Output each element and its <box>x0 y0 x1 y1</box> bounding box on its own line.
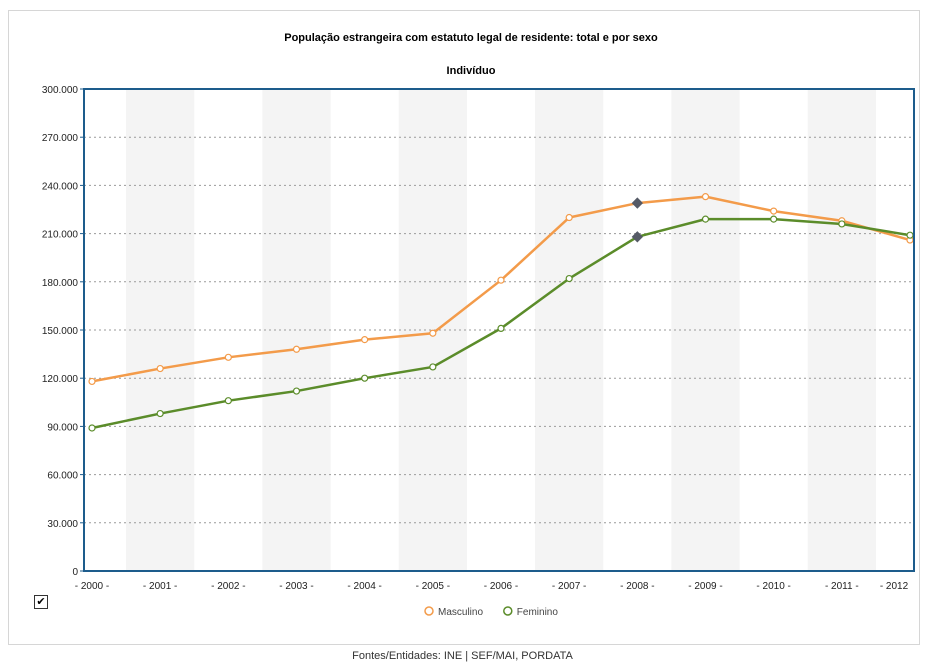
y-axis-ticks: 0 30.000 60.000 90.000 120.000 150.000 180.000… <box>42 85 84 578</box>
legend[interactable]: Masculino Feminino <box>424 606 559 618</box>
legend-label: Feminino <box>517 607 559 618</box>
legend-marker <box>424 606 434 616</box>
chart-subtitle: Indivíduo <box>447 65 496 77</box>
x-axis-ticks: - 2000 - - 2001 - - 2002 - - 2003 - - 2004 -… <box>75 581 909 592</box>
x-tick-label: - 2006 - <box>484 581 518 592</box>
y-tick-label: 270.000 <box>42 133 79 144</box>
data-point <box>224 353 232 361</box>
y-tick-label: 30.000 <box>47 519 78 530</box>
x-tick-label: - 2012 <box>880 581 909 592</box>
y-tick-label: 90.000 <box>47 422 78 433</box>
data-point <box>429 363 437 371</box>
x-tick-label: - 2004 - <box>347 581 381 592</box>
series-line <box>91 217 911 430</box>
x-tick-label: - 2002 - <box>211 581 245 592</box>
legend-label: Masculino <box>438 607 483 618</box>
x-tick-label: - 2005 - <box>416 581 450 592</box>
data-point <box>497 324 505 332</box>
series-line <box>91 195 911 383</box>
x-tick-label: - 2011 - <box>825 581 859 592</box>
chart-panel: População estrangeira com estatuto legal… <box>8 10 920 645</box>
data-point <box>565 274 573 283</box>
y-tick-label: 240.000 <box>42 181 79 192</box>
data-point <box>770 207 778 215</box>
data-point <box>838 220 846 228</box>
data-point <box>156 364 164 373</box>
data-point <box>361 374 369 382</box>
y-tick-label: 60.000 <box>47 471 78 482</box>
x-tick-label: - 2010 - <box>756 581 790 592</box>
y-tick-label: 300.000 <box>42 85 79 96</box>
x-tick-label: - 2007 - <box>552 581 586 592</box>
y-tick-label: 150.000 <box>42 326 79 337</box>
line-chart: População estrangeira com estatuto legal… <box>42 32 915 618</box>
x-tick-label: - 2000 - <box>75 581 109 592</box>
data-point <box>224 397 232 405</box>
data-point <box>701 215 710 223</box>
data-point <box>497 276 505 284</box>
series-lines <box>88 193 914 432</box>
x-tick-label: - 2008 - <box>620 581 654 592</box>
data-point <box>156 409 164 418</box>
data-point <box>361 336 369 344</box>
y-tick-label: 210.000 <box>42 230 79 241</box>
y-tick-label: 0 <box>72 567 78 578</box>
chart-title: População estrangeira com estatuto legal… <box>284 32 658 44</box>
data-point <box>565 213 573 222</box>
data-point <box>906 231 914 239</box>
x-tick-label: - 2009 - <box>688 581 722 592</box>
y-tick-label: 180.000 <box>42 278 79 289</box>
highlighted-point <box>631 231 643 243</box>
data-point <box>292 345 301 353</box>
sources-footer: Fontes/Entidades: INE | SEF/MAI, PORDATA <box>352 650 573 662</box>
data-point <box>429 329 437 337</box>
data-point <box>770 215 778 223</box>
data-point <box>88 424 96 432</box>
data-point <box>701 193 710 201</box>
x-tick-label: - 2001 - <box>143 581 177 592</box>
y-tick-label: 120.000 <box>42 374 79 385</box>
show-data-checkbox[interactable]: ✔ <box>34 595 48 609</box>
highlighted-point <box>631 197 643 209</box>
plot-frame <box>83 88 915 572</box>
data-point <box>292 387 301 395</box>
data-point <box>88 377 96 386</box>
x-tick-label: - 2003 - <box>279 581 313 592</box>
legend-marker <box>503 606 513 616</box>
